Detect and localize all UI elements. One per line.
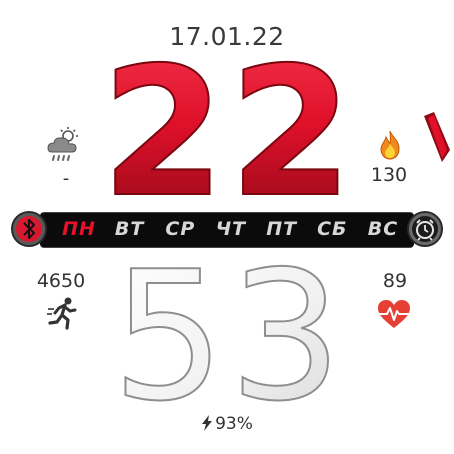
weekday-tue: ВТ	[114, 218, 145, 240]
weather-temperature: -	[62, 168, 70, 189]
weekday-thu: ЧТ	[215, 218, 247, 240]
weekday-sun: ВС	[367, 218, 399, 240]
bezel-marker	[424, 112, 450, 162]
date-label: 17.01.22	[169, 22, 285, 51]
bluetooth-icon[interactable]	[10, 210, 48, 248]
weekday-fri: ПТ	[266, 218, 298, 240]
cloud-sun-rain-icon[interactable]	[44, 126, 86, 168]
running-person-icon	[47, 297, 77, 330]
steps-value: 4650	[36, 270, 86, 292]
heart-rate-value: 89	[382, 270, 408, 292]
flame-icon	[380, 130, 400, 160]
minutes-display: 53	[111, 252, 347, 412]
weekday-bar-background	[40, 212, 414, 248]
calories-value: 130	[370, 164, 408, 186]
weekday-wed: СР	[165, 218, 196, 240]
lightning-bolt-icon	[202, 415, 213, 431]
hours-text: 22	[108, 52, 350, 212]
weekday-mon: ПН	[62, 218, 96, 240]
weekday-bar: ПН ВТ СР ЧТ ПТ СБ ВС	[10, 206, 444, 252]
battery-indicator: 93%	[0, 414, 454, 434]
weekday-list: ПН ВТ СР ЧТ ПТ СБ ВС	[56, 212, 406, 246]
battery-value: 93%	[215, 414, 253, 434]
alarm-clock-icon[interactable]	[406, 210, 444, 248]
minutes-text: 53	[112, 252, 347, 412]
weekday-sat: СБ	[317, 218, 348, 240]
hours-display: 22	[108, 52, 350, 212]
heart-pulse-icon	[378, 300, 410, 328]
